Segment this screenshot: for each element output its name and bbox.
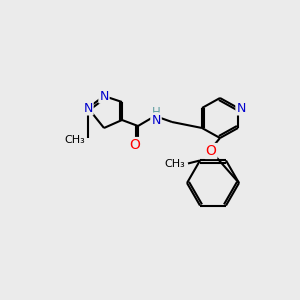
Text: N: N (99, 89, 109, 103)
Text: N: N (83, 101, 93, 115)
Text: N: N (236, 101, 246, 115)
Text: O: O (130, 138, 140, 152)
Text: CH₃: CH₃ (64, 135, 85, 145)
Text: O: O (206, 144, 216, 158)
Text: H: H (152, 106, 160, 119)
Text: CH₃: CH₃ (164, 160, 185, 170)
Text: N: N (151, 113, 161, 127)
